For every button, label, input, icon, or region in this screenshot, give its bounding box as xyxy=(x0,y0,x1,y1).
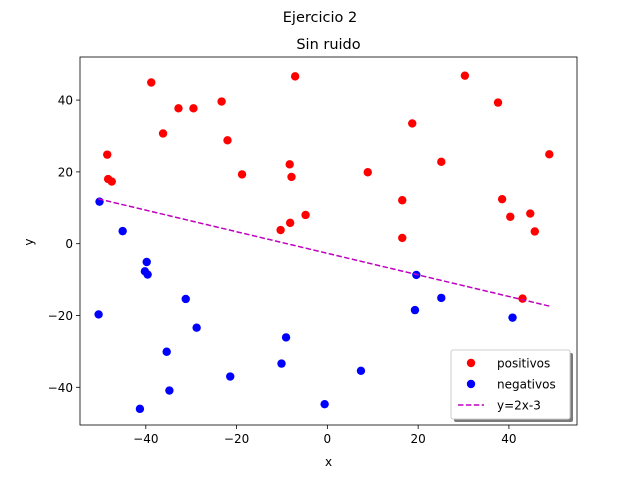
point-negativos xyxy=(165,386,174,395)
point-negativos xyxy=(410,305,420,315)
point-positivos xyxy=(398,196,407,205)
point-negativos xyxy=(142,257,151,267)
point-negativos xyxy=(94,310,103,319)
point-positivos xyxy=(518,294,527,303)
x-tick-label: 0 xyxy=(324,432,332,446)
point-positivos xyxy=(223,136,232,145)
point-negativos xyxy=(281,333,291,342)
point-negativos xyxy=(226,372,235,381)
x-tick-label: 40 xyxy=(501,432,516,446)
point-negativos xyxy=(356,366,366,375)
y-tick-label: 40 xyxy=(58,94,73,108)
point-positivos xyxy=(103,150,112,159)
series-line-y2x3 xyxy=(97,198,552,308)
y-tick-label: 0 xyxy=(65,237,73,251)
point-positivos xyxy=(276,225,285,235)
point-positivos xyxy=(237,170,247,179)
point-positivos xyxy=(158,129,168,138)
point-positivos xyxy=(174,104,183,113)
point-positivos xyxy=(217,97,226,106)
point-positivos xyxy=(107,177,116,186)
point-positivos xyxy=(285,160,294,169)
point-positivos xyxy=(189,104,198,113)
chart-title: Sin ruido xyxy=(296,37,360,53)
point-positivos xyxy=(460,71,470,80)
x-tick-label: 20 xyxy=(411,432,426,446)
legend-marker-positivos xyxy=(466,358,476,368)
plot-area xyxy=(94,71,554,414)
y-tick-label: −20 xyxy=(48,309,73,323)
point-negativos xyxy=(277,359,286,368)
point-positivos xyxy=(437,157,446,167)
point-negativos xyxy=(135,404,145,414)
point-negativos xyxy=(192,323,201,332)
point-positivos xyxy=(363,168,372,177)
legend-marker-negativos xyxy=(466,379,476,389)
point-positivos xyxy=(530,227,539,236)
point-negativos xyxy=(143,270,152,279)
point-positivos xyxy=(497,194,507,204)
legend-box xyxy=(450,349,571,420)
figure-suptitle: Ejercicio 2 xyxy=(283,10,357,26)
axes: −40 −20 0 20 40 −40 −20 0 20 40 xyxy=(48,56,578,446)
point-negativos xyxy=(162,347,171,356)
x-tick-label: −20 xyxy=(224,432,249,446)
point-positivos xyxy=(545,150,554,159)
point-positivos xyxy=(506,212,515,221)
y-tick-label: 20 xyxy=(58,165,73,179)
legend-label: y=2x-3 xyxy=(497,399,541,413)
legend-label: negativos xyxy=(497,378,556,392)
point-positivos xyxy=(408,119,417,128)
point-positivos xyxy=(290,72,300,81)
point-positivos xyxy=(147,78,156,87)
legend-label: positivos xyxy=(497,357,550,371)
point-positivos xyxy=(493,98,503,107)
point-positivos xyxy=(285,218,295,228)
point-negativos xyxy=(181,294,190,304)
point-positivos xyxy=(526,209,535,218)
x-tick-label: −40 xyxy=(133,432,158,446)
y-axis-label: y xyxy=(22,238,36,245)
axes-frame xyxy=(79,56,578,426)
point-negativos xyxy=(437,293,446,303)
y-tick-label: −40 xyxy=(48,381,73,395)
point-positivos xyxy=(301,210,310,220)
point-positivos xyxy=(398,233,407,243)
x-axis-label: x xyxy=(325,455,332,469)
legend: positivos negativos y=2x-3 xyxy=(450,349,573,422)
point-negativos xyxy=(508,313,517,322)
point-positivos xyxy=(287,172,296,182)
point-negativos xyxy=(118,226,127,236)
point-negativos xyxy=(320,399,329,409)
